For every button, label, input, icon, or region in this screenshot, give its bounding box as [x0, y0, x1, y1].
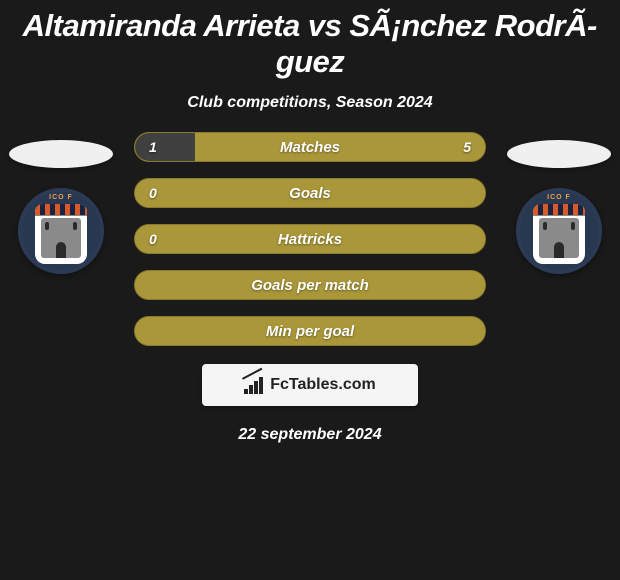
stat-label: Hattricks [135, 231, 485, 248]
stats-column: 15Matches 0Goals 0Hattricks Goals per match… [134, 132, 486, 346]
source-badge: FcTables.com [202, 364, 418, 406]
main-row: ICO F 15Matches 0Goals 0Hattricks Goals per… [0, 132, 620, 346]
comparison-card: Altamiranda Arrieta vs SÃ¡nchez RodrÃ­gu… [0, 0, 620, 444]
badge-shield [533, 204, 585, 264]
stat-bar: 15Matches [134, 132, 486, 162]
right-player-col: ICO F [504, 132, 614, 274]
badge-arc-text: ICO F [49, 194, 73, 201]
stat-label: Goals per match [135, 277, 485, 294]
stat-bar: Goals per match [134, 270, 486, 300]
chart-icon [244, 376, 264, 394]
stat-bar: Min per goal [134, 316, 486, 346]
left-player-avatar-placeholder [9, 140, 113, 168]
stat-label: Goals [135, 185, 485, 202]
page-subtitle: Club competitions, Season 2024 [0, 84, 620, 132]
badge-arc-text: ICO F [547, 194, 571, 201]
stat-label: Matches [135, 139, 485, 156]
left-player-col: ICO F [6, 132, 116, 274]
page-title: Altamiranda Arrieta vs SÃ¡nchez RodrÃ­gu… [0, 0, 620, 84]
badge-shield [35, 204, 87, 264]
right-player-avatar-placeholder [507, 140, 611, 168]
right-club-badge: ICO F [516, 188, 602, 274]
date-line: 22 september 2024 [0, 426, 620, 444]
stat-bar: 0Hattricks [134, 224, 486, 254]
source-brand: FcTables.com [270, 376, 376, 394]
left-club-badge: ICO F [18, 188, 104, 274]
stat-bar: 0Goals [134, 178, 486, 208]
stat-label: Min per goal [135, 323, 485, 340]
